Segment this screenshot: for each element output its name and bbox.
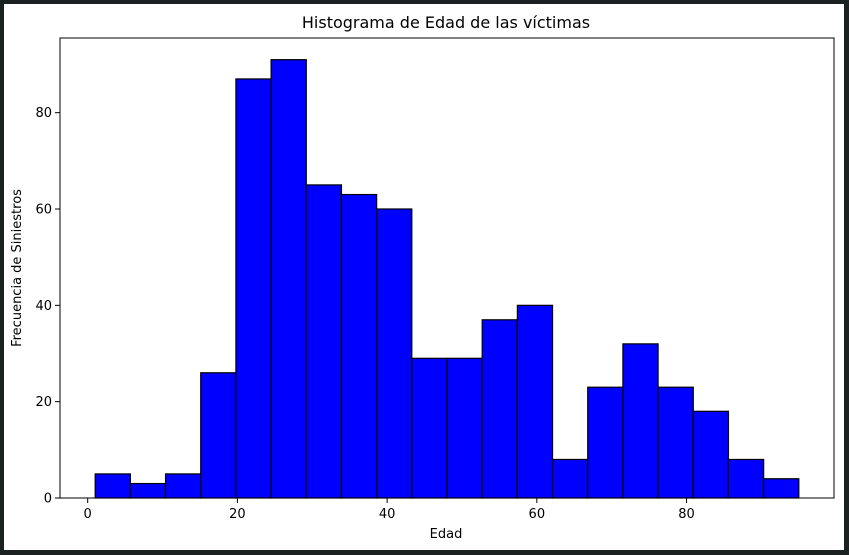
histogram-bar [200,372,237,499]
y-tick-label: 0 [44,492,52,507]
y-tick-label: 80 [35,106,52,121]
y-axis-ticks: 0 20 40 60 80 [35,106,60,507]
histogram-bar [657,386,694,499]
histogram-bar [551,458,589,499]
bars-group [94,59,800,499]
histogram-bar [481,319,518,499]
histogram-bar [129,482,167,499]
histogram-bar [446,357,483,499]
chart-title: Histograma de Edad de las víctimas [302,13,590,32]
x-tick-label: 40 [379,507,396,522]
histogram-bar [94,473,131,499]
histogram-bar [340,193,378,499]
y-tick-label: 20 [35,395,52,410]
histogram-bar [587,386,624,499]
x-tick-label: 0 [84,507,92,522]
histogram-bar [235,78,272,499]
histogram-bar [270,59,307,499]
x-tick-label: 60 [529,507,546,522]
histogram-bar [305,184,343,499]
x-axis-label: Edad [430,527,463,542]
histogram-bar [692,410,730,499]
histogram-bar [411,357,448,499]
y-tick-label: 60 [35,202,52,217]
histogram-bar [516,304,554,499]
y-axis-label: Frecuencia de Siniestros [10,189,25,347]
histogram-bar [727,458,765,499]
histogram-bar [376,208,413,499]
histogram-chart: Histograma de Edad de las víctimas 0 20 40… [10,13,835,542]
x-axis-ticks: 0 20 40 60 80 [84,498,695,522]
y-tick-label: 40 [35,299,52,314]
histogram-bar [763,478,800,499]
histogram-bar [164,473,202,499]
histogram-bar [622,343,659,499]
x-tick-label: 80 [678,507,695,522]
x-tick-label: 20 [229,507,246,522]
plot-frame [59,37,835,499]
chart-figure: Histograma de Edad de las víctimas 0 20 40… [4,4,844,550]
